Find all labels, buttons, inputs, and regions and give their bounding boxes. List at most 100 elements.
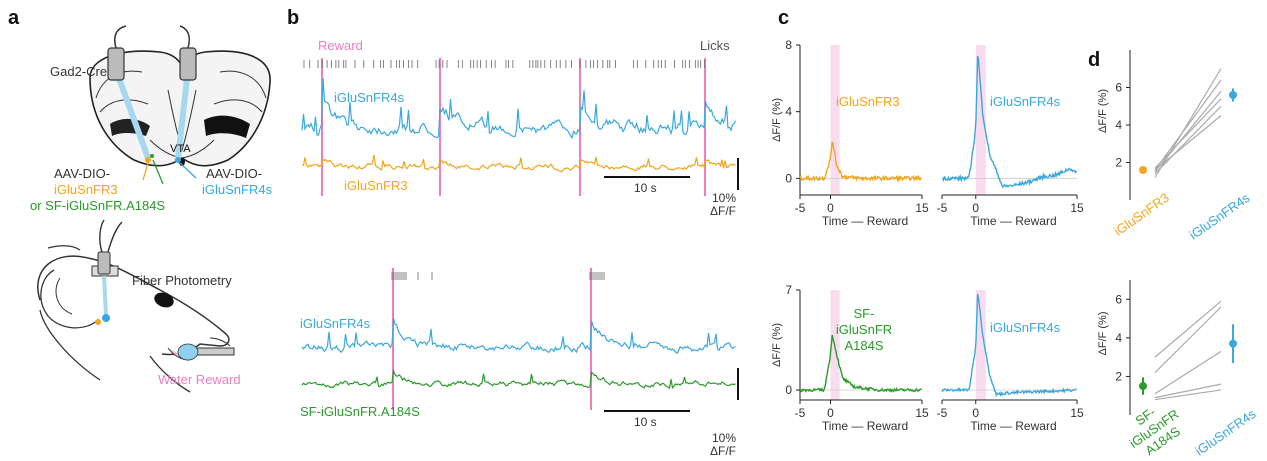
scalebar-amp-bottom-label1: 10%	[712, 431, 736, 445]
mean-trace	[941, 55, 1078, 189]
scalebar-amp-bottom-label2: ΔF/F	[710, 444, 736, 458]
mean-trace	[799, 141, 923, 183]
chart-c-bottom-right: -5 0 15 Time — Reward iGluSnFR4s	[937, 290, 1084, 433]
series-label: SF-	[854, 306, 875, 321]
paired-line	[1154, 98, 1222, 169]
label-bottom-fr4s: iGluSnFR4s	[300, 316, 371, 331]
y-tick-label: 0	[785, 171, 792, 185]
y-tick-label: 2	[1115, 156, 1122, 170]
label-top-fr3: iGluSnFR3	[344, 178, 408, 193]
category-label-line: iGluSnFR4s	[1192, 406, 1258, 459]
y-tick-label: 2	[1115, 369, 1122, 383]
label-bottom-a184s: SF-iGluSnFR.A184S	[300, 404, 420, 419]
x-tick-label: 0	[827, 201, 834, 215]
y-tick-label: 0	[785, 383, 792, 397]
x-tick-label: 0	[827, 406, 834, 420]
mean-trace	[799, 334, 922, 393]
y-tick-label: 4	[1115, 118, 1122, 132]
category-label-fr4s-bottom: iGluSnFR4s	[1192, 406, 1258, 459]
reward-header: Reward	[318, 38, 363, 53]
vta-label: VTA	[170, 143, 191, 155]
category-label-fr3: iGluSnFR3	[1111, 190, 1172, 239]
series-label: iGluSnFR3	[836, 94, 900, 109]
category-label-a184s: SF-iGluSnFRA184S	[1118, 394, 1190, 461]
paired-line	[1154, 389, 1222, 401]
reward-shade	[830, 45, 840, 195]
x-tick-label: 0	[972, 406, 979, 420]
lick-raster-bottom	[391, 272, 605, 280]
licks-header: Licks	[700, 38, 730, 53]
x-tick-label: -5	[937, 406, 948, 420]
x-tick-label: 15	[915, 406, 929, 420]
scalebar-amp-top-label1: 10%	[712, 191, 736, 205]
method-label: Fiber Photometry	[132, 273, 232, 288]
paired-line	[1154, 115, 1222, 171]
reward-label-a: Water Reward	[158, 372, 241, 387]
category-label-line: iGluSnFR3	[1111, 190, 1172, 239]
panel-label-d: d	[1088, 49, 1100, 71]
virus-left-line2: iGluSnFR3	[54, 182, 118, 197]
mean-point	[1139, 382, 1147, 391]
reward-shade	[975, 45, 986, 195]
panel-label-b: b	[287, 7, 299, 29]
x-tick-label: 15	[1070, 201, 1084, 215]
y-axis-label: ΔF/F (%)	[1097, 311, 1109, 355]
chart-c-top-right: -5 0 15 Time — Reward iGluSnFR4s	[937, 45, 1084, 228]
lick-raster-top	[303, 60, 706, 68]
category-label-fr4s-top: iGluSnFR4s	[1186, 190, 1252, 243]
reward-lines-bottom	[392, 268, 592, 410]
y-axis-label: ΔF/F (%)	[1097, 89, 1109, 133]
panel-label-a: a	[8, 7, 20, 29]
scalebar-time-top-label: 10 s	[634, 181, 657, 195]
paired-line	[1154, 350, 1222, 395]
virus-right-line1: AAV-DIO-	[206, 166, 262, 181]
paired-line	[1154, 306, 1222, 373]
x-axis-label: Time — Reward	[822, 214, 908, 228]
series-label: iGluSnFR4s	[990, 320, 1061, 335]
x-tick-label: -5	[937, 201, 948, 215]
x-tick-label: 15	[915, 201, 929, 215]
y-axis-label: ΔF/F (%)	[771, 323, 783, 367]
x-axis-label: Time — Reward	[822, 419, 908, 433]
x-axis-label: Time — Reward	[970, 214, 1056, 228]
y-tick-label: 6	[1115, 81, 1122, 95]
chart-d-top: 6 4 2 ΔF/F (%)	[1097, 50, 1237, 200]
paired-line	[1154, 300, 1222, 358]
mean-trace	[941, 293, 1077, 398]
y-tick-label: 6	[1115, 292, 1122, 306]
brain-section-illustration	[89, 25, 271, 185]
trace-top-fr4s	[301, 77, 737, 140]
chart-d-bottom: 6 4 2 ΔF/F (%)	[1097, 280, 1237, 415]
series-label: A184S	[844, 338, 883, 353]
trace-bottom-a184s	[301, 368, 736, 390]
y-tick-label: 8	[785, 38, 792, 52]
virus-left-line1: AAV-DIO-	[54, 166, 110, 181]
x-tick-label: 15	[1070, 406, 1084, 420]
scalebar-amp-top-label2: ΔF/F	[710, 204, 736, 218]
virus-right-line2: iGluSnFR4s	[202, 182, 273, 197]
mouse-line-label: Gad2-Cre	[50, 64, 107, 79]
paired-line	[1154, 79, 1222, 171]
reward-lines-top	[321, 58, 706, 196]
paired-line	[1154, 90, 1222, 173]
category-label-line: iGluSnFR4s	[1186, 190, 1252, 243]
x-tick-label: -5	[795, 406, 806, 420]
paired-line	[1154, 383, 1222, 399]
series-label: iGluSnFR	[836, 322, 892, 337]
x-axis-label: Time — Reward	[970, 419, 1056, 433]
x-tick-label: -5	[795, 201, 806, 215]
mouse-head-illustration	[37, 219, 235, 393]
chart-c-top-left: -5 0 15 Time — Reward 8 4 0 ΔF/F (%) iGluSnFR3	[771, 38, 929, 228]
virus-left-line3: or SF-iGluSnFR.A184S	[30, 198, 165, 213]
scalebar-time-bottom-label: 10 s	[634, 415, 657, 429]
mean-point	[1229, 339, 1237, 348]
y-tick-label: 7	[785, 283, 792, 297]
x-tick-label: 0	[972, 201, 979, 215]
y-tick-label: 4	[1115, 331, 1122, 345]
mean-point	[1139, 166, 1147, 174]
panel-label-c: c	[778, 7, 789, 29]
trace-top-fr3	[302, 154, 736, 173]
y-tick-label: 4	[785, 105, 792, 119]
reward-shade	[975, 290, 986, 400]
